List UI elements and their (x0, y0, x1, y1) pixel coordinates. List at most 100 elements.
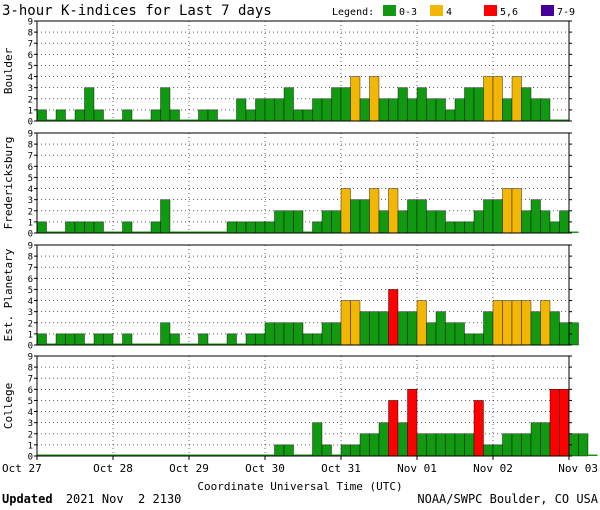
k-index-bar (426, 322, 437, 346)
k-index-bar (122, 221, 133, 234)
k-index-bar (559, 389, 570, 457)
k-index-bar (160, 322, 171, 346)
k-index-bar (454, 221, 465, 234)
k-index-bar (473, 87, 484, 122)
x-tick-label: Oct 31 (321, 462, 361, 475)
k-index-bar (435, 433, 446, 457)
credit: NOAA/SWPC Boulder, CO USA (417, 492, 598, 506)
legend-entry: 5,6 (500, 7, 518, 18)
k-index-bar (454, 433, 465, 457)
k-index-bar (492, 199, 503, 234)
k-index-bar (550, 119, 560, 121)
k-index-bar (312, 422, 323, 457)
k-index-bar (340, 444, 351, 457)
k-index-bar (103, 454, 113, 456)
k-index-bar (416, 433, 427, 457)
chart-title: 3-hour K-indices for Last 7 days (2, 3, 272, 19)
k-index-bar (217, 119, 227, 121)
k-index-bar (93, 109, 104, 122)
k-index-bar (416, 87, 427, 122)
k-index-bar (226, 333, 237, 346)
k-index-bar (559, 322, 570, 346)
k-index-bar (549, 389, 560, 457)
y-tick-label: 3 (28, 308, 33, 318)
k-index-bar (388, 289, 399, 346)
k-index-bar (113, 231, 123, 233)
y-tick-label: 8 (28, 29, 33, 39)
k-index-bar (255, 333, 266, 346)
y-tick-label: 7 (28, 152, 33, 162)
k-index-bar (397, 87, 408, 122)
k-index-bar (426, 98, 437, 122)
k-index-bar (350, 76, 361, 122)
k-index-bar (464, 433, 475, 457)
y-tick-label: 9 (28, 353, 33, 363)
k-index-bar (511, 300, 522, 346)
k-index-bar (331, 210, 342, 234)
k-index-bar (94, 454, 104, 456)
k-index-bar (150, 109, 161, 122)
k-index-bar (530, 311, 541, 346)
k-index-bar (397, 422, 408, 457)
k-index-bar (530, 199, 541, 234)
k-index-bar (350, 444, 361, 457)
k-index-bar (122, 454, 132, 456)
panels: 0123456789Boulder0123456789Fredericksbur… (2, 18, 598, 463)
k-index-bar (283, 444, 294, 457)
k-index-bar (435, 98, 446, 122)
k-index-bar (312, 221, 323, 234)
k-index-bar (160, 199, 171, 234)
y-tick-label: 4 (28, 73, 33, 83)
y-tick-label: 1 (28, 106, 33, 116)
k-index-bar (198, 454, 208, 456)
k-index-bar (540, 210, 551, 234)
k-index-bar (559, 119, 569, 121)
k-index-bar (246, 454, 256, 456)
k-index-bar (151, 343, 161, 345)
k-index-bar (132, 454, 142, 456)
k-index-bar (36, 333, 47, 346)
k-index-bar (483, 311, 494, 346)
k-index-bar (236, 454, 246, 456)
k-index-bar (521, 300, 532, 346)
k-index-bar (388, 188, 399, 234)
k-index-bar (113, 454, 123, 456)
k-index-bar (569, 231, 579, 233)
k-index-bar (141, 231, 151, 233)
k-index-bar (189, 231, 199, 233)
k-index-bar (274, 210, 285, 234)
k-index-bar (65, 119, 75, 121)
k-index-bar (303, 231, 313, 233)
k-index-bar (588, 454, 598, 456)
k-index-bar (540, 300, 551, 346)
k-index-bar (56, 231, 66, 233)
k-index-bar (369, 188, 380, 234)
panel-label: Boulder (2, 47, 15, 94)
k-index-bar (56, 454, 66, 456)
k-index-bar (388, 400, 399, 457)
y-tick-label: 5 (28, 286, 33, 296)
k-index-bar (55, 109, 66, 122)
y-tick-label: 5 (28, 174, 33, 184)
k-index-bar (179, 119, 189, 121)
k-index-bar (303, 454, 313, 456)
y-tick-label: 9 (28, 242, 33, 252)
k-index-bar (293, 454, 303, 456)
k-index-bar (122, 333, 133, 346)
x-tick-label: Oct 30 (245, 462, 285, 475)
k-index-bar (132, 343, 142, 345)
k-index-bar (207, 109, 218, 122)
k-index-bar (36, 109, 47, 122)
k-index-bar (530, 422, 541, 457)
y-tick-label: 6 (28, 386, 33, 396)
k-index-bar (369, 311, 380, 346)
x-tick-label: Oct 29 (169, 462, 209, 475)
k-index-bar (84, 454, 94, 456)
k-index-bar (540, 422, 551, 457)
k-index-bar (274, 322, 285, 346)
updated-label: Updated (2, 492, 53, 506)
y-tick-label: 8 (28, 253, 33, 263)
k-index-bar (407, 311, 418, 346)
